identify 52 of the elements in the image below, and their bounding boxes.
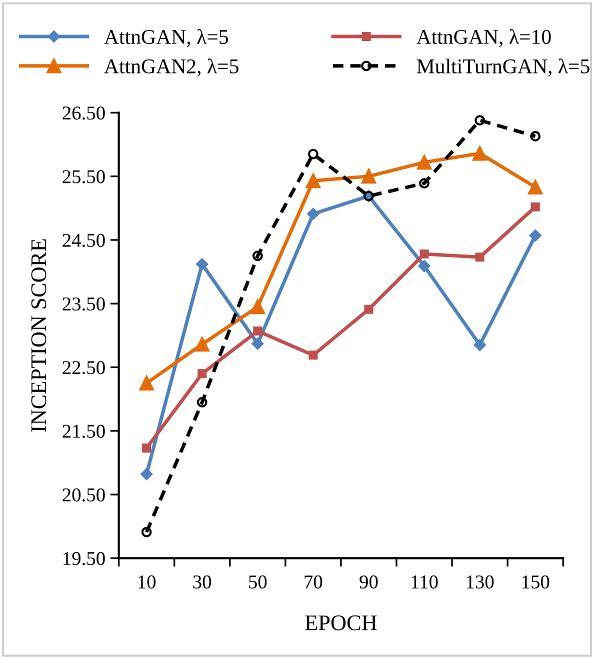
y-tick-label: 24.50 — [62, 234, 105, 247]
point — [419, 178, 430, 189]
x-axis-title: EPOCH — [305, 615, 377, 630]
point — [250, 300, 265, 314]
point — [196, 397, 208, 408]
point — [474, 339, 486, 351]
point — [307, 208, 320, 220]
y-tick-label: 26.50 — [62, 106, 105, 120]
point — [472, 146, 488, 161]
point — [530, 131, 541, 142]
point — [253, 326, 262, 336]
y-tick-label: 25.50 — [62, 170, 105, 184]
point — [418, 260, 430, 272]
point — [308, 148, 318, 160]
y-tick-label: 20.50 — [62, 488, 105, 502]
legend-label: AttnGAN, λ=10 — [416, 29, 551, 47]
legend-label: AttnGAN, λ=5 — [104, 29, 228, 47]
x-tick-label: 10 — [138, 575, 156, 589]
legend-label: AttnGAN2, λ=5 — [104, 58, 238, 76]
point — [252, 250, 263, 262]
point — [198, 369, 207, 378]
point — [252, 338, 264, 350]
point — [364, 304, 374, 314]
x-tick-label: 90 — [360, 575, 378, 589]
x-tick-label: 30 — [193, 575, 212, 589]
point — [196, 258, 208, 270]
point — [306, 173, 320, 188]
point — [420, 249, 429, 258]
legend-label: MultiTurnGAN, λ=5 — [416, 58, 590, 76]
point — [475, 252, 484, 262]
x-tick-label: 110 — [412, 575, 438, 589]
y-tick-label: 23.50 — [62, 297, 105, 311]
point — [528, 180, 543, 194]
point — [529, 230, 542, 242]
point — [140, 468, 153, 480]
point — [361, 169, 376, 184]
point — [194, 337, 210, 352]
point — [530, 202, 540, 212]
point — [416, 155, 432, 170]
y-axis-title: INCEPTION SCORE — [31, 239, 46, 432]
point — [141, 526, 152, 538]
y-tick-label: 22.50 — [62, 361, 105, 374]
point — [474, 115, 486, 126]
point — [139, 376, 154, 390]
x-tick-label: 70 — [304, 575, 322, 589]
point — [142, 444, 152, 453]
y-tick-label: 21.50 — [62, 424, 105, 438]
x-tick-label: 130 — [466, 575, 494, 589]
x-tick-label: 50 — [249, 575, 267, 589]
x-tick-label: 150 — [522, 575, 550, 589]
y-tick-label: 19.50 — [64, 552, 105, 566]
point — [308, 350, 318, 360]
